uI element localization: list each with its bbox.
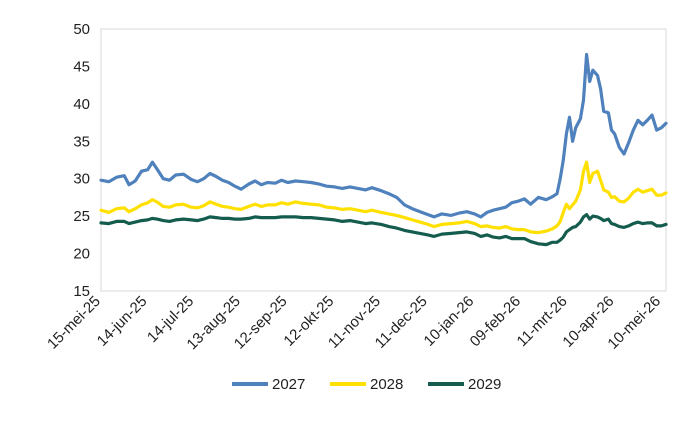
y-tick-label: 15 <box>73 283 90 300</box>
legend-label-2028: 2028 <box>370 376 403 393</box>
y-tick-label: 35 <box>73 133 90 150</box>
series-line-2027 <box>99 52 668 219</box>
legend-label-2029: 2029 <box>468 376 501 393</box>
legend: 2027 2028 2029 <box>232 376 501 393</box>
plot-frame <box>100 28 667 292</box>
series-line-2028 <box>99 160 668 235</box>
x-tick-label: 09-feb-26 <box>467 293 524 350</box>
series-line-2029 <box>99 213 668 247</box>
y-tick-label: 20 <box>73 246 90 263</box>
y-axis: 15 20 25 30 35 40 45 50 <box>73 21 90 300</box>
x-tick-label: 14-jun-25 <box>94 293 151 350</box>
y-tick-label: 30 <box>73 171 90 188</box>
y-tick-label: 40 <box>73 96 90 113</box>
y-tick-label: 25 <box>73 208 90 225</box>
y-tick-label: 45 <box>73 58 90 75</box>
legend-label-2027: 2027 <box>272 376 305 393</box>
series-lines <box>99 52 668 247</box>
x-tick-label: 15-mei-25 <box>44 293 104 353</box>
y-tick-label: 50 <box>73 21 90 38</box>
x-axis: 15-mei-2514-jun-2514-jul-2513-aug-2512-s… <box>44 293 664 353</box>
